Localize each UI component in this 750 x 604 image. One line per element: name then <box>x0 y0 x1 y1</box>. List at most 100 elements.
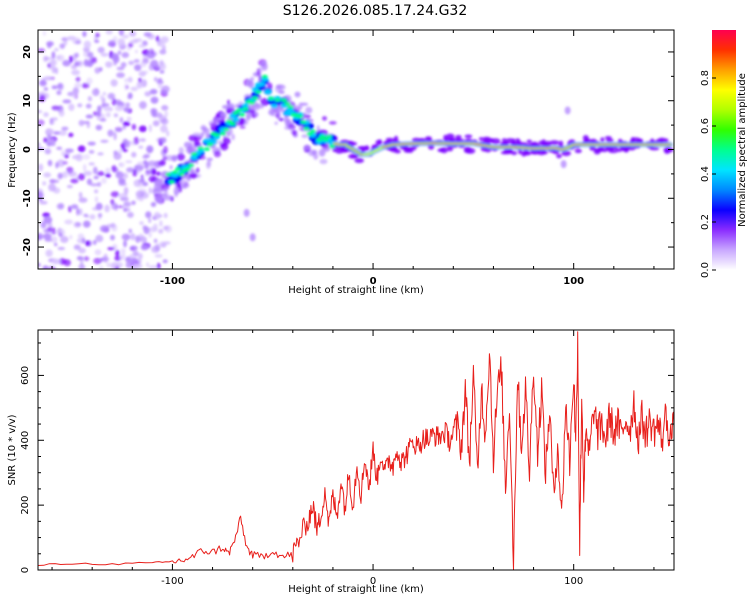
noise-cell <box>94 196 99 203</box>
noise-cell <box>86 178 93 186</box>
noise-cell <box>127 76 133 83</box>
halo-cell <box>239 125 246 129</box>
halo-cell <box>516 139 522 145</box>
noise-cell <box>138 79 146 83</box>
noise-cell <box>49 58 58 67</box>
noise-cell <box>132 250 139 257</box>
noise-cell <box>43 87 49 91</box>
ridge-cell <box>481 144 485 146</box>
noise-cell <box>58 130 67 136</box>
colorbar-ticks: 0.0 0.2 0.4 0.6 0.8 <box>700 70 716 278</box>
noise-cell <box>110 79 118 87</box>
halo-cell <box>156 171 162 176</box>
halo-cell <box>357 146 368 150</box>
noise-cell <box>128 228 133 234</box>
noise-cell <box>160 137 167 144</box>
y-tick-label: 400 <box>20 431 31 450</box>
noise-cell <box>140 244 149 251</box>
ridge-cell <box>503 146 508 148</box>
noise-cell <box>148 217 152 224</box>
noise-cell <box>133 136 140 145</box>
halo-cell <box>318 149 326 157</box>
noise-cell <box>96 171 105 177</box>
noise-cell <box>105 167 111 174</box>
noise-cell <box>83 40 92 49</box>
halo-cell <box>589 145 596 151</box>
ridge-cell <box>287 105 294 109</box>
noise-cell <box>72 53 77 62</box>
noise-cell <box>105 173 111 178</box>
noise-cell <box>73 244 81 250</box>
colorbar: 0.0 0.2 0.4 0.6 0.8 Normalized spectral ampl… <box>700 30 748 278</box>
ridge-cell <box>564 147 569 149</box>
noise-cell <box>139 236 147 243</box>
ridge-cell <box>484 145 489 147</box>
ridge-cell <box>280 98 288 102</box>
noise-cell <box>74 82 82 89</box>
x-tick-label: 100 <box>563 276 584 287</box>
ridge-cell <box>339 144 344 146</box>
ridge-cell <box>203 147 211 151</box>
noise-cell <box>43 216 53 224</box>
ridge-cell <box>274 98 281 102</box>
halo-cell <box>152 187 157 195</box>
ridge-cell <box>458 143 463 145</box>
ridge-cell <box>664 144 668 146</box>
ridge-cell <box>296 114 304 119</box>
noise-cell <box>158 241 168 246</box>
ridge-cell <box>452 143 457 145</box>
ridge-cell <box>300 120 307 124</box>
halo-cell <box>511 138 516 145</box>
noise-cell <box>117 38 126 47</box>
ridge-cell <box>218 121 228 129</box>
halo-cell <box>574 148 582 154</box>
halo-cell <box>605 138 614 143</box>
noise-cell <box>94 39 100 43</box>
noise-cell <box>108 40 112 46</box>
noise-cell <box>129 30 137 37</box>
ridge-cell <box>612 144 617 146</box>
noise-cell <box>99 118 107 122</box>
ridge-cell <box>239 113 246 117</box>
halo-cell <box>350 154 359 158</box>
halo-cell <box>284 126 293 130</box>
halo-cell <box>166 154 173 161</box>
halo-cell <box>561 150 571 157</box>
halo-cell <box>220 142 229 151</box>
noise-cell <box>122 148 128 153</box>
noise-cell <box>81 237 86 244</box>
noise-cell <box>72 92 79 99</box>
ridge-cell <box>641 144 646 146</box>
noise-cell <box>75 155 83 162</box>
halo-cell <box>455 135 462 139</box>
ridge-cell <box>197 146 204 151</box>
noise-cell <box>120 197 129 202</box>
halo-cell <box>541 151 548 155</box>
ridge-cell <box>384 145 389 147</box>
ridge-cell <box>397 143 402 145</box>
noise-cell <box>51 117 58 121</box>
ridge-cell <box>270 103 278 109</box>
ridge-cell <box>529 147 534 149</box>
ridge-cell <box>206 142 214 147</box>
noise-cell <box>77 145 86 153</box>
noise-cell <box>130 265 138 269</box>
noise-cell <box>56 203 64 210</box>
noise-cell <box>111 224 118 232</box>
noise-cell <box>113 113 119 118</box>
halo-cell <box>213 150 221 158</box>
halo-cell <box>600 137 605 142</box>
noise-cell <box>61 126 69 131</box>
x-tick-label: 0 <box>370 576 376 587</box>
ridge-cell <box>660 144 665 146</box>
noise-cell <box>121 52 130 58</box>
noise-cell <box>159 49 167 55</box>
noise-cell <box>38 196 43 202</box>
noise-cell <box>131 123 137 131</box>
ridge-cell <box>378 147 383 150</box>
y-tick-label: 20 <box>22 45 33 59</box>
halo-cell <box>316 125 320 132</box>
ridge-cell <box>368 152 373 155</box>
ridge-cell <box>477 144 482 146</box>
halo-cell <box>418 138 426 142</box>
